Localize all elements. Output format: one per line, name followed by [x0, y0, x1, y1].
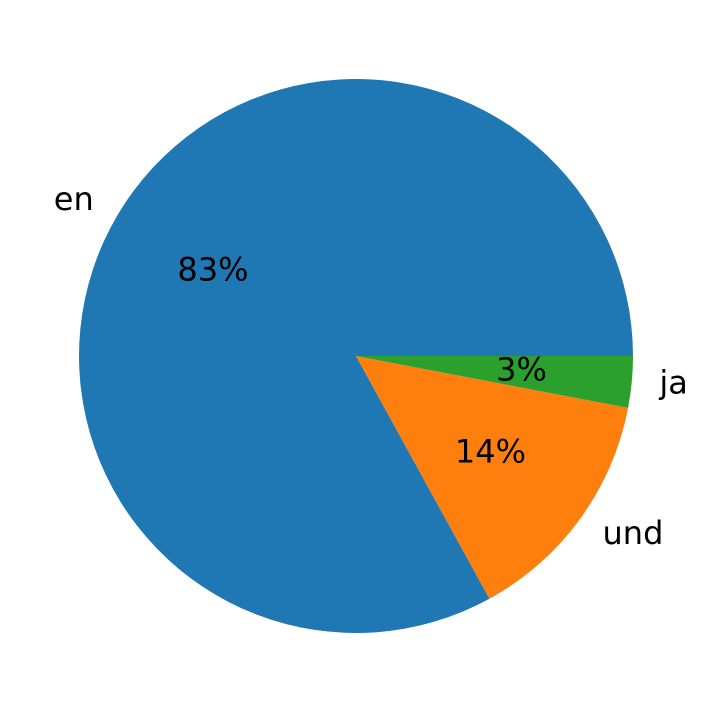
- pie-slice: [78, 79, 633, 634]
- value-label: 83%: [177, 250, 248, 288]
- slice-label: en: [54, 180, 94, 218]
- value-label: 14%: [455, 433, 526, 471]
- slice-label: und: [603, 514, 664, 552]
- pie-slice: [356, 356, 633, 408]
- value-label: 3%: [496, 351, 547, 389]
- slice-label: ja: [658, 364, 688, 402]
- pie-slice: [356, 356, 629, 599]
